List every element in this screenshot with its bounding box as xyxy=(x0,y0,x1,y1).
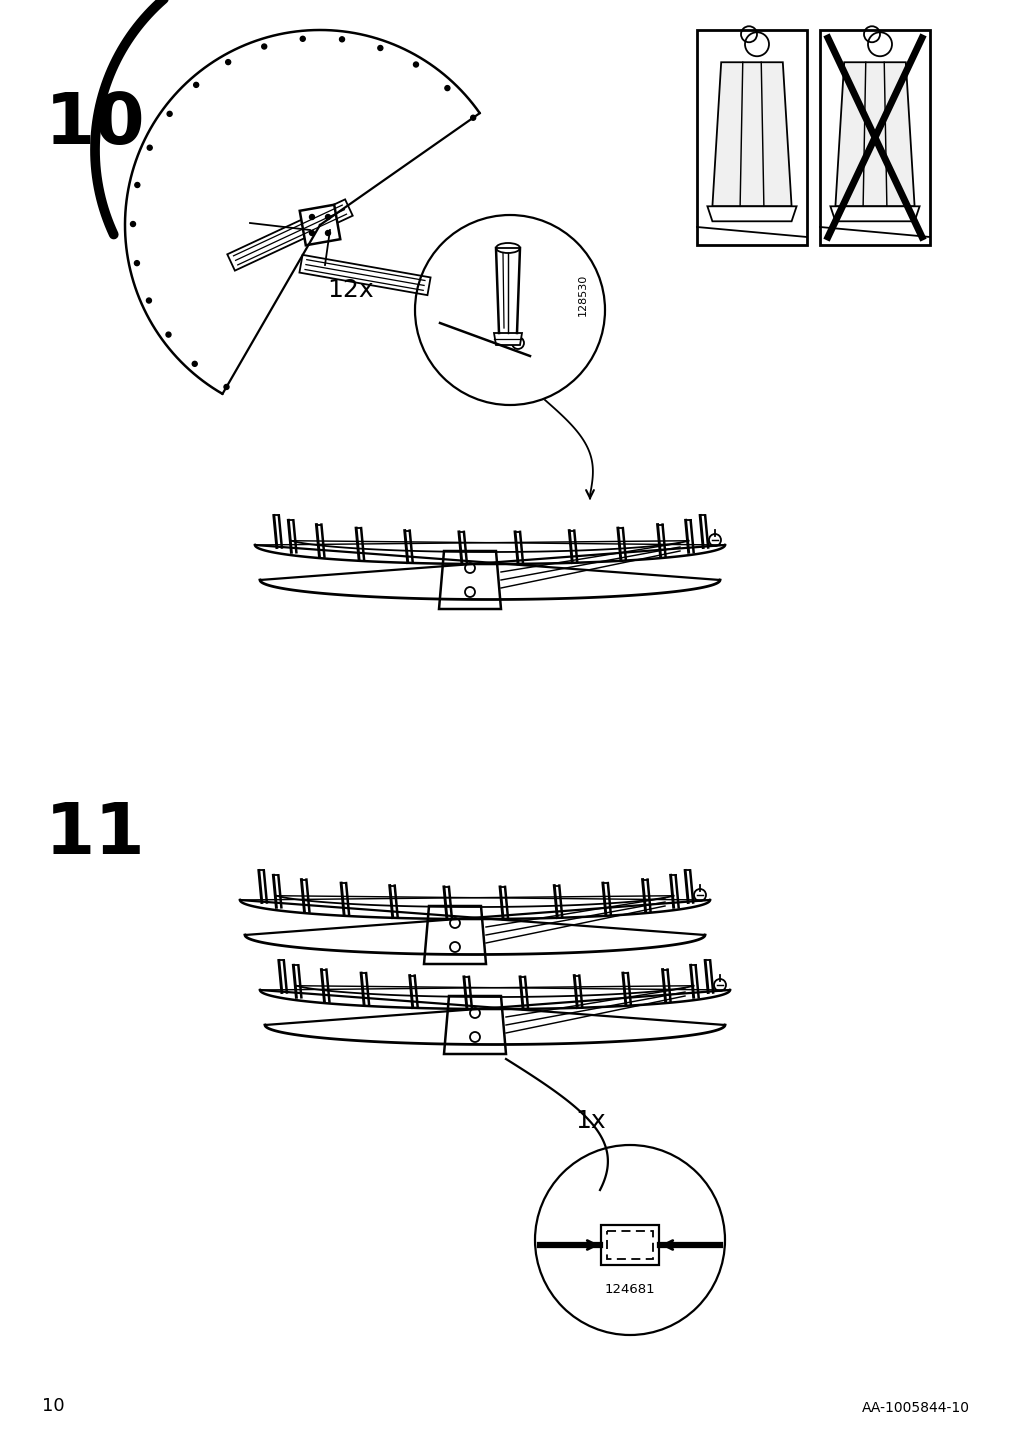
Circle shape xyxy=(413,62,419,67)
Circle shape xyxy=(134,182,140,188)
Text: AA-1005844-10: AA-1005844-10 xyxy=(861,1400,969,1415)
Text: 124681: 124681 xyxy=(605,1283,655,1296)
Polygon shape xyxy=(299,255,430,295)
Circle shape xyxy=(147,145,152,150)
Circle shape xyxy=(445,86,450,90)
Bar xyxy=(607,1232,652,1259)
Circle shape xyxy=(326,215,331,219)
Circle shape xyxy=(309,231,314,235)
Bar xyxy=(601,1224,658,1264)
Circle shape xyxy=(192,361,197,367)
Text: 128530: 128530 xyxy=(577,274,587,316)
Circle shape xyxy=(470,115,475,120)
Circle shape xyxy=(300,36,305,42)
Text: 10: 10 xyxy=(42,1398,65,1415)
Circle shape xyxy=(130,222,135,226)
Polygon shape xyxy=(299,205,340,245)
Polygon shape xyxy=(493,334,522,345)
Text: 11: 11 xyxy=(44,800,146,869)
Circle shape xyxy=(326,231,331,235)
Text: 1x: 1x xyxy=(574,1108,605,1133)
Text: 12x: 12x xyxy=(327,278,373,302)
Polygon shape xyxy=(830,206,919,222)
Circle shape xyxy=(147,298,152,304)
Circle shape xyxy=(167,112,172,116)
Polygon shape xyxy=(439,551,500,609)
Circle shape xyxy=(193,83,198,87)
Circle shape xyxy=(225,60,231,64)
Polygon shape xyxy=(834,62,914,206)
Circle shape xyxy=(309,215,314,219)
Circle shape xyxy=(714,979,725,991)
Text: 10: 10 xyxy=(44,90,146,159)
Polygon shape xyxy=(444,997,506,1054)
Circle shape xyxy=(223,384,228,390)
Circle shape xyxy=(377,46,382,50)
Polygon shape xyxy=(707,206,796,222)
Circle shape xyxy=(340,37,344,42)
Circle shape xyxy=(134,261,140,265)
Polygon shape xyxy=(227,199,353,271)
Circle shape xyxy=(512,337,524,349)
Circle shape xyxy=(166,332,171,337)
Polygon shape xyxy=(424,906,485,964)
Circle shape xyxy=(709,534,720,546)
Polygon shape xyxy=(712,62,791,206)
Ellipse shape xyxy=(495,243,520,253)
Circle shape xyxy=(262,44,267,49)
Circle shape xyxy=(694,889,706,901)
